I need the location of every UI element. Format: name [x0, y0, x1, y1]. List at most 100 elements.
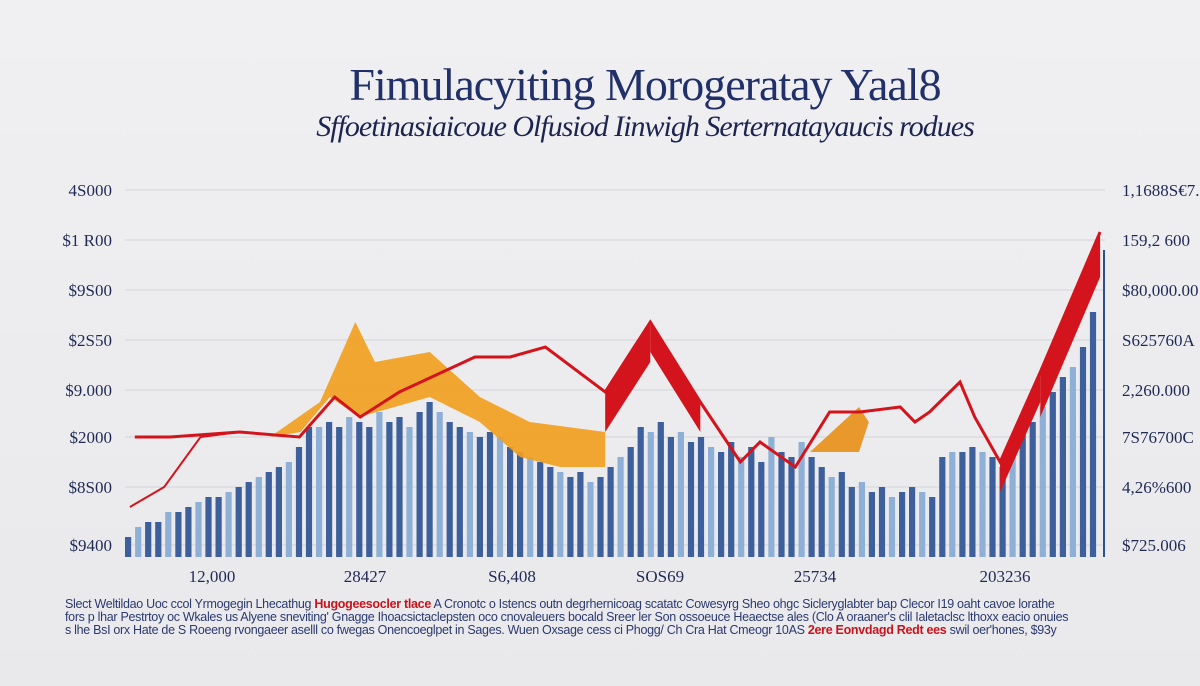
- left-tick-label: $9S00: [69, 281, 112, 300]
- bar: [697, 437, 705, 557]
- x-tick-label: 203236: [980, 567, 1031, 586]
- bar: [577, 472, 584, 557]
- bar: [125, 537, 132, 557]
- bar: [1079, 347, 1087, 557]
- orange-area: [810, 407, 869, 452]
- bar: [406, 427, 413, 557]
- bar: [728, 442, 735, 557]
- footnote-line2: fors p lhar Pestrtoy oc Wkales us Alyene…: [65, 610, 1069, 624]
- bar: [979, 452, 986, 557]
- footnote: Slect Weltildao Uoc ccol Yrmogegin Lheca…: [65, 598, 1155, 637]
- bar: [838, 472, 845, 557]
- bar: [667, 437, 674, 557]
- right-tick-label: 1,1688S€7.3: [1122, 181, 1200, 200]
- bar: [557, 472, 564, 557]
- red-line-secondary: [129, 431, 240, 508]
- bar: [939, 457, 946, 557]
- orange-area: [270, 322, 606, 467]
- bar: [919, 492, 926, 557]
- x-tick-label: 12,000: [189, 567, 236, 586]
- footnote-line3-highlight: 2ere Eonvdagd Redt ees: [807, 623, 947, 637]
- bar: [396, 417, 403, 557]
- bar: [326, 422, 333, 557]
- bar: [316, 427, 323, 557]
- bar: [929, 497, 936, 557]
- bar: [949, 452, 956, 557]
- bar: [607, 467, 614, 557]
- footnote-line1-b: A Cronotc o Istencs outn degrhernicoag s…: [433, 597, 1055, 611]
- bar: [627, 447, 634, 557]
- bar: [386, 422, 393, 557]
- bar: [466, 432, 473, 557]
- left-tick-label: $1 R00: [62, 231, 112, 250]
- bar: [778, 452, 785, 557]
- bar: [1009, 447, 1016, 557]
- left-tick-label: $9400: [70, 536, 113, 555]
- bar: [617, 457, 624, 557]
- bar: [1039, 407, 1046, 557]
- bar: [647, 432, 654, 557]
- left-tick-label: $2000: [70, 428, 113, 447]
- bar: [567, 477, 574, 557]
- red-line-ribbon: [1000, 372, 1041, 492]
- bar: [436, 412, 443, 557]
- bar: [446, 422, 453, 557]
- bar: [899, 492, 906, 557]
- bar: [748, 447, 755, 557]
- bar: [456, 427, 463, 557]
- left-tick-label: 4S000: [69, 181, 112, 200]
- bar: [185, 507, 192, 557]
- x-tick-label: S6,408: [488, 567, 536, 586]
- bar: [285, 462, 292, 557]
- bar: [416, 412, 423, 557]
- right-tick-label: $80,000.00: [1122, 281, 1199, 300]
- left-tick-label: $9.000: [65, 381, 112, 400]
- bar: [547, 467, 554, 557]
- bar: [295, 447, 303, 557]
- bar: [1029, 422, 1036, 557]
- bar: [768, 437, 775, 557]
- bar: [275, 467, 282, 557]
- bar: [507, 447, 514, 557]
- bar: [235, 487, 242, 557]
- bar: [868, 492, 875, 557]
- bar: [366, 427, 373, 557]
- bar: [537, 462, 544, 557]
- bar: [587, 482, 594, 557]
- bar: [798, 442, 805, 557]
- x-tick-label: 28427: [344, 567, 387, 586]
- chart-title: Fimulacyiting Morogeratay Yaal8: [349, 59, 941, 110]
- bar: [878, 487, 886, 557]
- bar: [205, 497, 212, 557]
- right-tick-label: 159,2 600: [1122, 231, 1190, 250]
- bar: [135, 527, 142, 557]
- bar: [476, 437, 483, 557]
- left-tick-label: $8S00: [69, 478, 112, 497]
- bar: [155, 522, 162, 557]
- right-tick-label: $725.006: [1122, 536, 1186, 555]
- right-tick-label: 2,260.000: [1122, 381, 1190, 400]
- bar: [999, 467, 1006, 557]
- bar: [346, 417, 353, 557]
- bar: [496, 437, 504, 557]
- bar: [848, 487, 855, 557]
- bar: [225, 492, 232, 557]
- right-tick-label: 4,26%600: [1122, 478, 1191, 497]
- bar: [1049, 392, 1056, 557]
- bar: [677, 432, 684, 557]
- bar: [597, 477, 604, 557]
- red-line-ribbon: [1040, 232, 1101, 417]
- bar: [818, 467, 825, 557]
- bar: [657, 422, 664, 557]
- bar: [175, 512, 182, 557]
- bar: [808, 457, 815, 557]
- bar: [527, 457, 534, 557]
- bar: [788, 457, 795, 557]
- chart-subtitle: Sffoetinasiaicoue Olfusiod Iinwigh Serte…: [316, 110, 975, 143]
- bar: [1059, 377, 1066, 557]
- bar: [959, 452, 966, 557]
- bar: [738, 457, 745, 557]
- bar: [336, 427, 343, 557]
- bar: [517, 452, 524, 557]
- bar: [426, 402, 433, 557]
